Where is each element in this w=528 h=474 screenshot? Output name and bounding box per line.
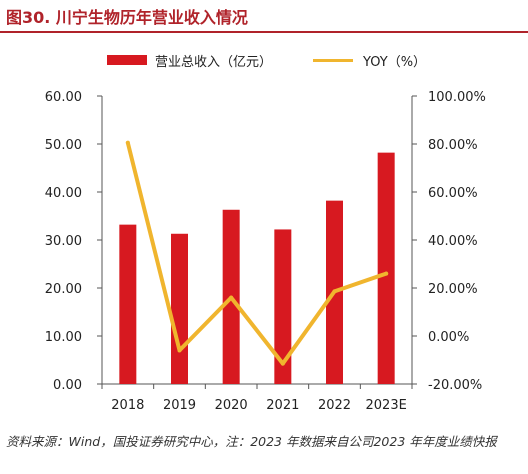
x-tick-label: 2023E [366, 398, 407, 413]
x-tick-label: 2018 [111, 398, 144, 413]
y-right-tick-label: 40.00% [428, 234, 478, 249]
yoy-line [125, 140, 389, 366]
y-right-tick-label: 80.00% [428, 138, 478, 153]
legend-item-yoy: YOY（%） [313, 50, 426, 70]
x-tick-label: 2021 [266, 398, 299, 413]
title-divider [0, 31, 528, 33]
yoy-point [280, 361, 285, 366]
legend-swatch-bar [107, 55, 147, 65]
y-right-tick-label: 60.00% [428, 186, 478, 201]
x-tick-label: 2022 [318, 398, 351, 413]
yoy-point [229, 295, 234, 300]
revenue-bar [274, 229, 292, 384]
legend-label-yoy: YOY（%） [363, 54, 427, 70]
legend-item-revenue: 营业总收入（亿元） [107, 50, 272, 70]
revenue-bar [377, 152, 395, 384]
legend-swatch-line [313, 58, 353, 62]
figure-title: 图30. 川宁生物历年营业收入情况 [6, 8, 248, 27]
y-left-tick-label: 30.00 [45, 234, 82, 249]
yoy-point [177, 348, 182, 353]
yoy-point [332, 289, 337, 294]
y-left-tick-label: 0.00 [53, 378, 82, 393]
legend-label-revenue: 营业总收入（亿元） [155, 54, 273, 70]
source-note: 资料来源：Wind，国投证券研究中心，注：2023 年数据来自公司2023 年年… [6, 434, 497, 449]
yoy-point [125, 140, 130, 145]
x-tick-label: 2019 [163, 398, 196, 413]
y-right-tick-label: 0.00% [428, 330, 469, 345]
y-left-tick-label: 10.00 [45, 330, 82, 345]
revenue-bar [119, 224, 137, 384]
y-left-tick-label: 40.00 [45, 186, 82, 201]
revenue-bar [171, 233, 188, 384]
y-right-tick-label: -20.00% [428, 378, 482, 393]
y-left-tick-label: 50.00 [45, 138, 82, 153]
y-right-tick-label: 100.00% [428, 90, 486, 105]
y-left-tick-label: 60.00 [45, 90, 82, 105]
yoy-point [384, 271, 389, 276]
chart-legend: 营业总收入（亿元） YOY（%） [0, 50, 528, 70]
y-left-tick-label: 20.00 [45, 282, 82, 297]
y-right-tick-label: 20.00% [428, 282, 478, 297]
x-tick-label: 2020 [215, 398, 248, 413]
